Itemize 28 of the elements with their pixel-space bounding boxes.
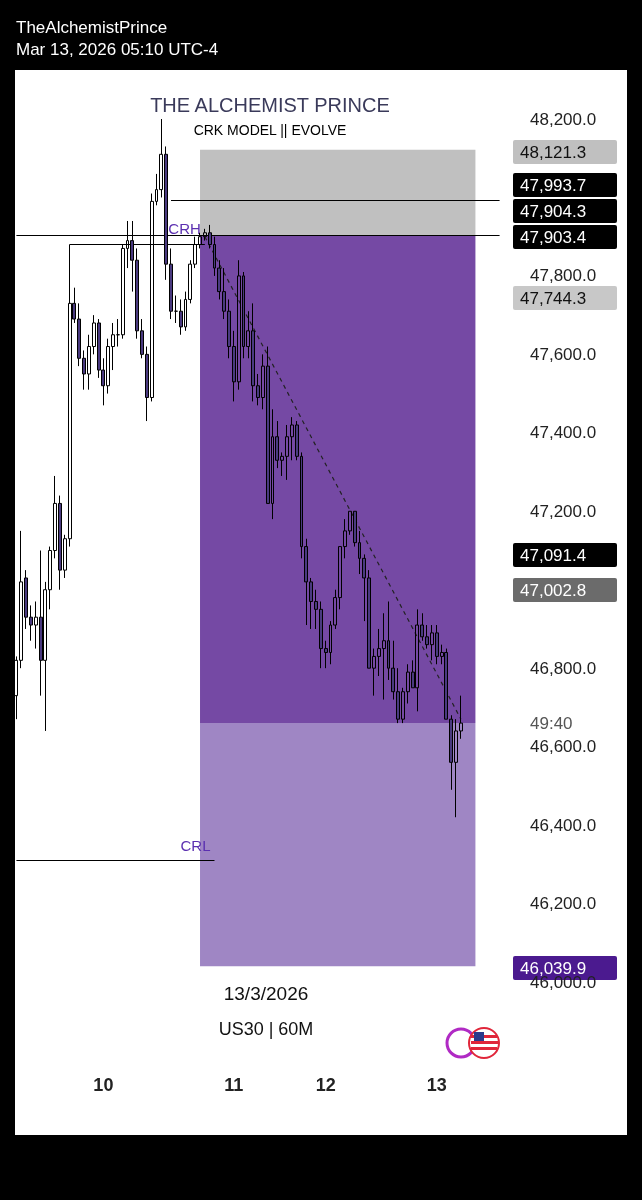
y-tick-label: 46,800.0 — [530, 658, 597, 678]
text: 47,904.3 — [520, 201, 587, 221]
text: US30 | 60M — [218, 1019, 314, 1039]
text: 48,121.3 — [520, 142, 587, 162]
text: Mar 13, 2026 05:10 UTC-4 — [16, 39, 219, 59]
y-tick-label: 46,600.0 — [530, 737, 597, 757]
chart-subtitle: CRK MODEL || EVOLVE — [193, 122, 347, 138]
text: 47,091.4 — [520, 545, 587, 565]
ref-line-label: 47,903.4 — [520, 227, 587, 247]
y-tick-label: 47,400.0 — [530, 423, 597, 443]
y-tick-label: 48,200.0 — [530, 109, 597, 129]
text: 47,002.8 — [520, 580, 587, 600]
text: TheAlchemistPrince — [16, 17, 168, 37]
text: 49:40 — [530, 713, 573, 733]
text: 13/3/2026 — [223, 982, 309, 1004]
y-tick-label: 47,600.0 — [530, 344, 597, 364]
x-tick-label: 13 — [426, 1075, 447, 1095]
y-tick-label: 46,400.0 — [530, 815, 597, 835]
text: 47,744.3 — [520, 288, 587, 308]
y-tick-label: 46,200.0 — [530, 894, 597, 914]
x-tick-label: 12 — [315, 1075, 336, 1095]
ref-line-label: 47,993.7 — [520, 175, 587, 195]
y-tick-label: 47,800.0 — [530, 266, 597, 286]
x-tick-label: 11 — [224, 1075, 244, 1095]
y-tick-label: 47,200.0 — [530, 501, 597, 521]
x-tick-label: 10 — [93, 1075, 114, 1095]
chart-title: THE ALCHEMIST PRINCE — [150, 94, 390, 116]
ref-line-label: CRH — [168, 219, 201, 237]
